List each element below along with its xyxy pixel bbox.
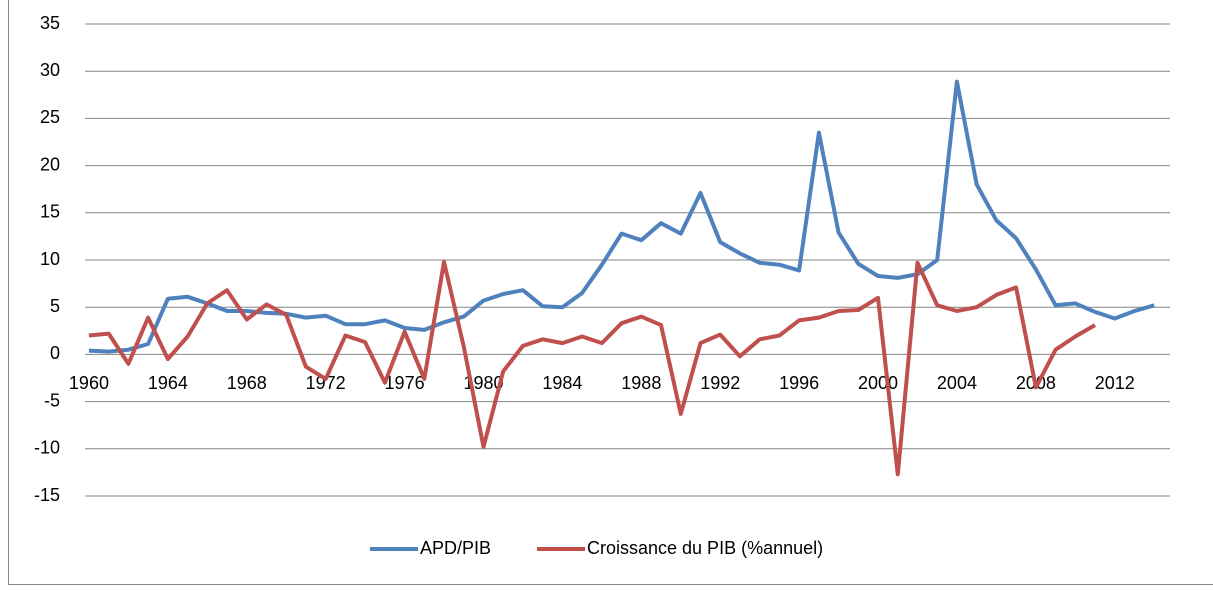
y-tick-label: -10 — [34, 438, 60, 458]
x-tick-label: 1992 — [700, 373, 740, 393]
y-tick-label: 15 — [40, 202, 60, 222]
x-tick-label: 2012 — [1095, 373, 1135, 393]
series-line — [89, 82, 1154, 352]
y-tick-label: 30 — [40, 60, 60, 80]
x-tick-label: 1960 — [69, 373, 109, 393]
y-tick-label: 25 — [40, 107, 60, 127]
x-tick-label: 1988 — [621, 373, 661, 393]
y-tick-label: -15 — [34, 485, 60, 505]
x-tick-label: 2004 — [937, 373, 977, 393]
x-tick-label: 1976 — [385, 373, 425, 393]
chart-frame — [9, 0, 1213, 585]
x-tick-label: 1996 — [779, 373, 819, 393]
y-tick-label: 20 — [40, 154, 60, 174]
legend-label: APD/PIB — [420, 538, 491, 558]
x-tick-label: 2000 — [858, 373, 898, 393]
series-line — [89, 262, 1095, 474]
y-tick-label: 35 — [40, 13, 60, 33]
x-tick-label: 1968 — [227, 373, 267, 393]
x-tick-label: 1964 — [148, 373, 188, 393]
y-tick-label: 0 — [50, 343, 60, 363]
y-tick-label: 10 — [40, 249, 60, 269]
legend-label: Croissance du PIB (%annuel) — [587, 538, 823, 558]
y-tick-label: -5 — [44, 390, 60, 410]
x-tick-label: 1984 — [542, 373, 582, 393]
y-tick-label: 5 — [50, 296, 60, 316]
